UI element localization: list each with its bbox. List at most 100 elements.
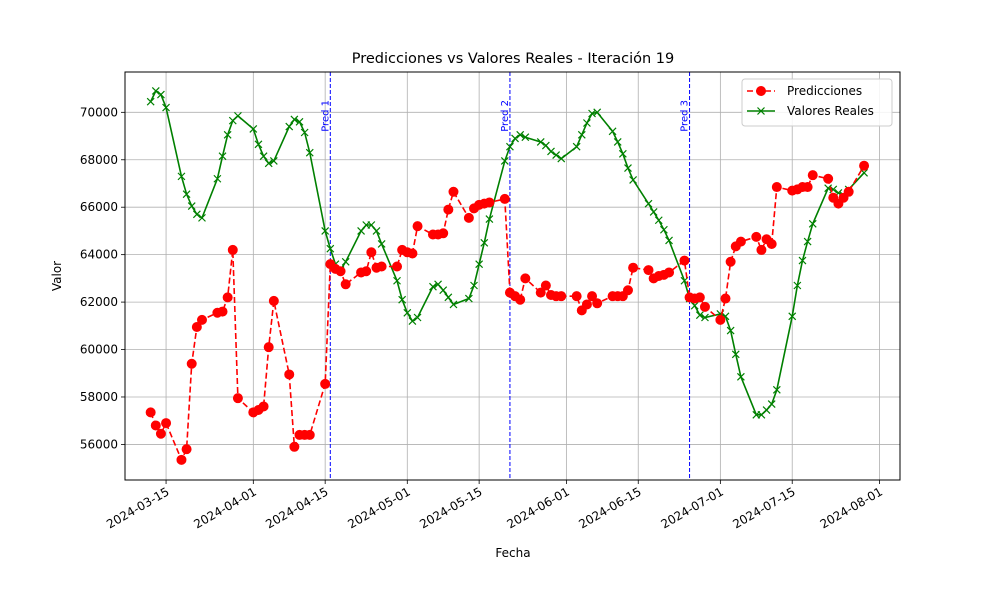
data-point: [556, 291, 567, 302]
y-axis-label: Valor: [50, 261, 64, 291]
data-point: [644, 199, 653, 208]
data-point: [232, 393, 243, 404]
data-point: [613, 138, 622, 146]
data-point: [218, 152, 227, 161]
y-tick-label: 64000: [80, 248, 118, 262]
legend-label: Valores Reales: [787, 104, 874, 118]
data-point: [793, 281, 802, 290]
data-point: [628, 262, 639, 273]
data-point: [249, 125, 258, 133]
data-point: [150, 420, 161, 431]
data-point: [552, 151, 561, 159]
data-point: [320, 378, 331, 389]
data-point: [393, 276, 401, 285]
data-point: [223, 130, 232, 139]
prediction-line-label: Pred 2: [500, 100, 511, 132]
data-point: [751, 231, 762, 242]
data-point: [499, 193, 510, 204]
legend-box: [741, 78, 893, 127]
data-point: [222, 292, 233, 303]
data-point: [679, 255, 690, 266]
data-point: [263, 342, 274, 353]
data-point: [412, 221, 423, 232]
data-point: [731, 350, 740, 359]
data-point: [408, 317, 417, 325]
data-point: [480, 238, 489, 247]
data-point: [429, 282, 437, 291]
data-point: [802, 182, 813, 193]
data-point: [664, 267, 675, 278]
data-point: [162, 103, 170, 112]
data-point: [182, 190, 191, 199]
y-tick-label: 70000: [80, 105, 118, 119]
plot-frame: [124, 71, 901, 481]
data-point: [321, 227, 330, 235]
data-point: [198, 213, 206, 222]
data-point: [213, 174, 222, 183]
data-point: [587, 291, 598, 302]
y-tick-label: 60000: [80, 343, 118, 357]
legend: Predicciones Valores Reales: [741, 78, 893, 127]
y-tick-label: 56000: [80, 437, 118, 451]
data-point: [485, 215, 494, 223]
data-point: [403, 308, 412, 317]
x-tick-label: 2024-07-15: [730, 484, 797, 531]
data-point: [726, 326, 735, 335]
data-point: [843, 186, 854, 197]
data-point: [823, 173, 834, 184]
x-tick-label: 2024-03-15: [104, 484, 171, 531]
data-point: [151, 87, 160, 95]
data-point: [735, 236, 746, 247]
y-tick-label: 66000: [80, 200, 118, 214]
data-point: [366, 247, 377, 258]
prediction-line-label: Pred 1: [320, 100, 331, 132]
data-point: [808, 219, 817, 228]
data-point: [187, 202, 196, 210]
data-point: [592, 298, 603, 309]
x-tick-label: 2024-08-01: [818, 484, 885, 531]
data-point: [305, 148, 314, 157]
data-point: [290, 115, 299, 124]
data-point: [259, 152, 268, 161]
data-point: [484, 197, 495, 208]
data-point: [155, 428, 166, 439]
data-point: [264, 159, 273, 168]
data-point: [771, 182, 782, 193]
data-point: [326, 244, 335, 253]
data-point: [535, 287, 546, 298]
legend-entry: Valores Reales: [747, 104, 874, 118]
data-point: [649, 208, 658, 216]
data-point: [736, 372, 745, 381]
data-point: [622, 285, 633, 296]
data-point: [268, 295, 279, 306]
data-point: [500, 157, 509, 165]
data-point: [511, 134, 519, 143]
data-point: [756, 244, 767, 255]
data-point: [629, 176, 638, 184]
data-point: [372, 227, 381, 235]
data-point: [701, 313, 709, 322]
data-point: [536, 138, 545, 146]
data-point: [798, 256, 807, 265]
data-point: [341, 257, 350, 266]
data-point: [157, 90, 165, 99]
data-point: [233, 111, 242, 120]
data-point: [581, 299, 592, 310]
data-point: [516, 130, 525, 139]
data-point: [690, 301, 699, 310]
data-point: [413, 313, 422, 322]
data-point: [695, 311, 704, 320]
data-point: [196, 314, 207, 325]
legend-label: Predicciones: [787, 84, 862, 98]
data-point: [520, 273, 531, 284]
x-tick-label: 2024-05-15: [417, 484, 484, 531]
grid-layer: [125, 72, 900, 480]
data-point: [756, 86, 766, 96]
data-point: [618, 149, 627, 158]
series-valores-reales: [146, 87, 868, 419]
y-tick-label: 58000: [80, 390, 118, 404]
data-point: [176, 454, 187, 465]
x-tick-label: 2024-05-01: [345, 484, 412, 531]
data-point: [571, 291, 582, 302]
